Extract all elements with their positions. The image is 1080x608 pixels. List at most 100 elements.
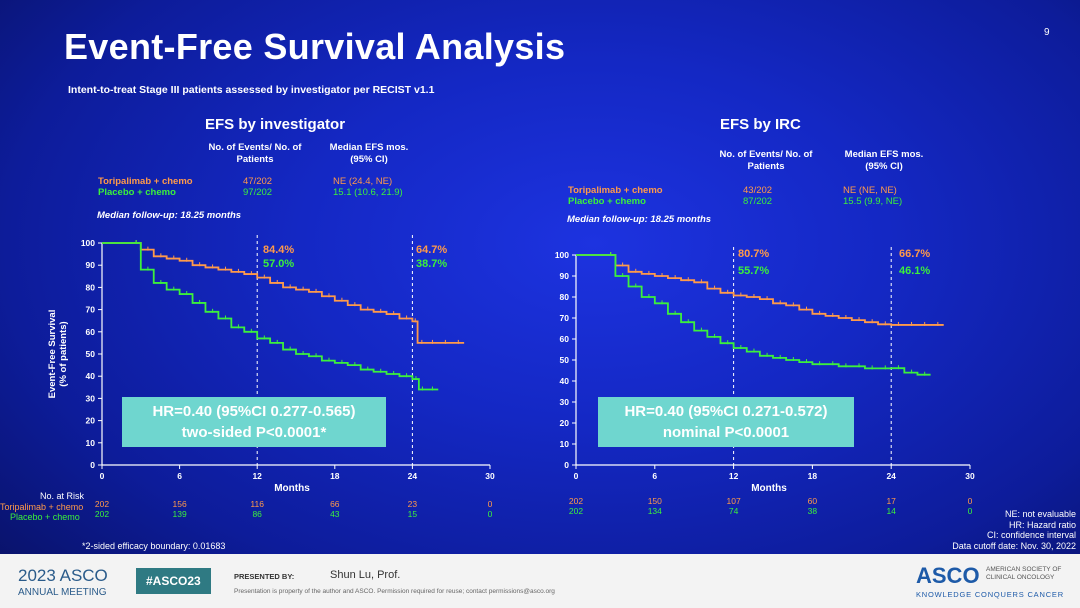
chart0-at-risk-tori: 23 <box>408 499 418 509</box>
chart0-at-risk-placebo: 43 <box>330 509 340 519</box>
right-median-followup: Median follow-up: 18.25 months <box>567 214 712 225</box>
footer-bar: 2023 ASCO ANNUAL MEETING #ASCO23 PRESENT… <box>0 554 1080 608</box>
asco-society-line2: CLINICAL ONCOLOGY <box>986 574 1055 581</box>
chart1-landmark-tori: 66.7% <box>899 248 930 260</box>
right-panel-title: EFS by IRC <box>720 116 801 133</box>
chart1-xtick-label: 6 <box>652 471 657 481</box>
right-tori-events: 43/202 <box>743 185 773 196</box>
chart1-ytick-label: 90 <box>560 271 570 281</box>
chart0-ytick-label: 30 <box>86 393 96 403</box>
chart0-ytick-label: 70 <box>86 305 96 315</box>
chart0-xtick-label: 6 <box>177 471 182 481</box>
hashtag-badge: #ASCO23 <box>136 568 211 594</box>
chart0-ytick-label: 100 <box>81 238 95 248</box>
note-ne: NE: not evaluable <box>1004 509 1076 519</box>
chart0-landmark-placebo: 57.0% <box>263 258 294 270</box>
left-median-followup: Median follow-up: 18.25 months <box>97 210 242 221</box>
chart1-ytick-label: 10 <box>560 439 570 449</box>
left-hr-line1: HR=0.40 (95%CI 0.277-0.565) <box>152 403 356 420</box>
chart0-at-risk-placebo: 139 <box>173 509 187 519</box>
chart0-xtick-label: 18 <box>330 471 340 481</box>
asco-society: AMERICAN SOCIETY OF CLINICAL ONCOLOGY <box>986 566 1061 582</box>
left-tori-events: 47/202 <box>243 176 273 187</box>
chart0-at-risk-tori: 66 <box>330 499 340 509</box>
chart1-ytick-label: 30 <box>560 397 570 407</box>
note-cutoff: Data cutoff date: Nov. 30, 2022 <box>952 540 1076 551</box>
right-placebo-median: 15.5 (9.9, NE) <box>843 196 903 207</box>
chart0-ytick-label: 0 <box>90 460 95 470</box>
chart0-at-risk-tori: 202 <box>95 499 109 509</box>
chart0-ylabel-line2: (% of patients) <box>58 321 69 386</box>
chart1-ytick-label: 80 <box>560 292 570 302</box>
presented-by-label: PRESENTED BY: <box>234 572 295 581</box>
asco-society-line1: AMERICAN SOCIETY OF <box>986 566 1062 573</box>
chart1-xtick-label: 30 <box>965 471 975 481</box>
note-hr: HR: Hazard ratio <box>1008 519 1076 530</box>
left-placebo-events: 97/202 <box>243 187 273 198</box>
note-ci: CI: confidence interval <box>986 530 1076 540</box>
chart1-at-risk-tori: 202 <box>569 496 583 506</box>
chart0-ytick-label: 60 <box>86 327 96 337</box>
chart1-at-risk-placebo: 14 <box>886 506 896 516</box>
chart1-landmark-tori: 80.7% <box>738 248 769 260</box>
chart1-xtick-label: 24 <box>886 471 896 481</box>
risk-tori-label: Toripalimab + chemo <box>0 502 84 512</box>
left-tori-median: NE (24.4, NE) <box>333 176 393 187</box>
chart1-at-risk-tori: 150 <box>648 496 662 506</box>
chart0-at-risk-placebo: 0 <box>488 509 493 519</box>
chart0-ytick-label: 50 <box>86 349 96 359</box>
chart1-at-risk-tori: 60 <box>808 496 818 506</box>
chart0-ytick-label: 80 <box>86 282 96 292</box>
chart1-xtick-label: 0 <box>574 471 579 481</box>
chart0-landmark-tori: 84.4% <box>263 244 294 256</box>
chart0-at-risk-placebo: 15 <box>408 509 418 519</box>
chart1-at-risk-placebo: 134 <box>648 506 662 516</box>
chart0-landmark-placebo: 38.7% <box>416 258 447 270</box>
chart0-curve-toripalimab <box>102 242 465 344</box>
chart1-landmark-placebo: 55.7% <box>738 265 769 277</box>
left-hr-line2: two-sided P<0.0001* <box>181 424 327 441</box>
right-placebo-label: Placebo + chemo <box>568 196 646 207</box>
abbrev-notes: NE: not evaluable HR: Hazard ratio CI: c… <box>940 509 1076 551</box>
disclaimer: Presentation is property of the author a… <box>234 588 555 595</box>
left-tori-label: Toripalimab + chemo <box>98 176 193 187</box>
chart0-ytick-label: 20 <box>86 416 96 426</box>
chart1-curve-placebo <box>576 254 931 376</box>
left-panel-title: EFS by investigator <box>205 116 346 133</box>
chart0-xtick-label: 0 <box>100 471 105 481</box>
chart1-ytick-label: 0 <box>564 460 569 470</box>
risk-table-label: No. at Risk <box>40 491 85 501</box>
left-placebo-label: Placebo + chemo <box>98 187 176 198</box>
chart1-landmark-placebo: 46.1% <box>899 265 930 277</box>
chart0-at-risk-placebo: 86 <box>252 509 262 519</box>
asco-logo: ASCO <box>916 563 980 588</box>
efficacy-footnote: *2-sided efficacy boundary: 0.01683 <box>82 541 226 551</box>
chart1-ytick-label: 70 <box>560 313 570 323</box>
asco-tagline: KNOWLEDGE CONQUERS CANCER <box>916 590 1064 599</box>
chart1-ytick-label: 100 <box>555 250 569 260</box>
chart0-at-risk-tori: 116 <box>250 499 264 509</box>
chart0-ytick-label: 40 <box>86 371 96 381</box>
left-hr-box: HR=0.40 (95%CI 0.277-0.565) two-sided P<… <box>122 397 386 447</box>
right-tori-label: Toripalimab + chemo <box>568 185 663 196</box>
chart0-xtick-label: 24 <box>408 471 418 481</box>
meeting-year-text: 2023 ASCO <box>18 566 108 585</box>
chart0-at-risk-tori: 156 <box>173 499 187 509</box>
chart1-at-risk-tori: 17 <box>886 496 896 506</box>
risk-placebo-label: Placebo + chemo <box>10 512 80 522</box>
chart0-xtick-label: 30 <box>485 471 495 481</box>
chart1-at-risk-tori: 107 <box>727 496 741 506</box>
right-hr-box: HR=0.40 (95%CI 0.271-0.572) nominal P<0.… <box>598 397 854 447</box>
chart1-at-risk-placebo: 74 <box>729 506 739 516</box>
right-median-header: Median EFS mos. (95% CI) <box>844 149 924 172</box>
right-events-header: No. of Events/ No. of Patients <box>719 149 813 172</box>
chart0-at-risk-tori: 0 <box>488 499 493 509</box>
presenter-name: Shun Lu, Prof. <box>330 569 401 581</box>
chart0-ytick-label: 10 <box>86 438 96 448</box>
right-placebo-events: 87/202 <box>743 196 773 207</box>
meeting-year: 2023 ASCO <box>18 566 108 586</box>
chart1-ytick-label: 20 <box>560 418 570 428</box>
chart1-xtick-label: 12 <box>729 471 739 481</box>
